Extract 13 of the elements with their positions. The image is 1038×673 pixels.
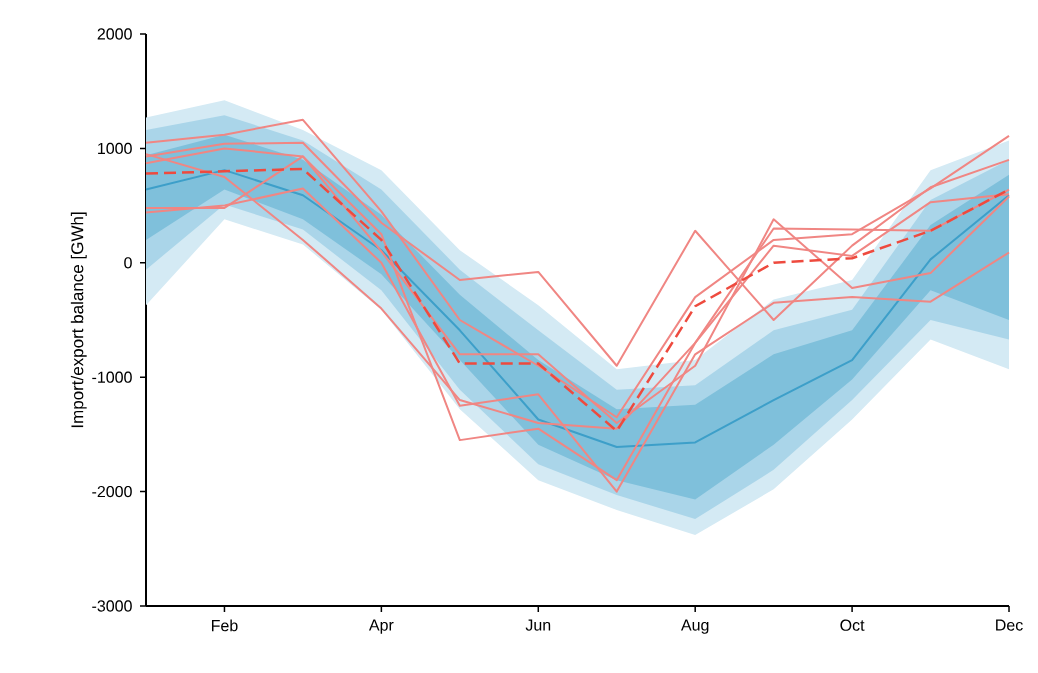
x-tick-label: Aug bbox=[680, 619, 709, 634]
y-tick-label: -2000 bbox=[92, 485, 132, 498]
y-tick-label: 0 bbox=[124, 257, 132, 269]
y-tick-label: -3000 bbox=[92, 600, 132, 612]
y-axis-title: Import/export balance [GWh] bbox=[70, 212, 87, 428]
x-tick-label: Dec bbox=[996, 619, 1023, 631]
y-tick-label: 1000 bbox=[98, 142, 132, 155]
x-tick-label: Jun bbox=[525, 619, 551, 631]
x-tick-label: Oct bbox=[840, 619, 865, 631]
x-tick-label: Apr bbox=[368, 619, 394, 634]
y-tick-label: -1000 bbox=[92, 371, 132, 383]
y-tick-label: 2000 bbox=[97, 28, 132, 40]
x-tick-label: Feb bbox=[211, 619, 238, 632]
